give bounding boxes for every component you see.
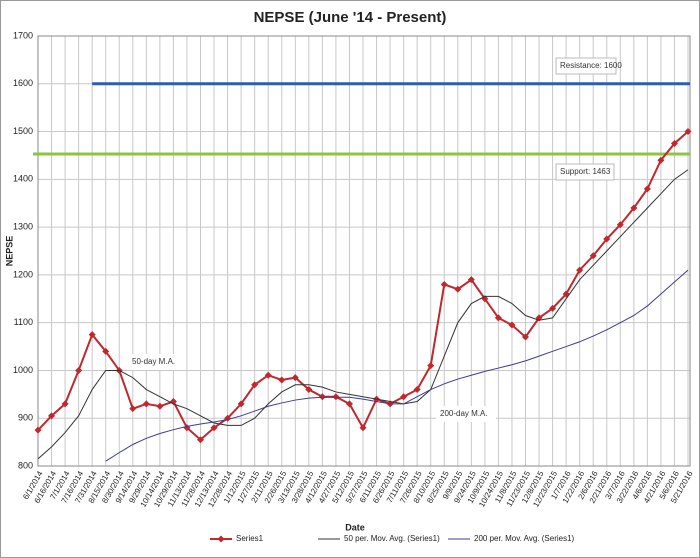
annotation: 50-day M.A. bbox=[132, 357, 175, 366]
point-marker bbox=[467, 276, 475, 284]
point-marker bbox=[48, 412, 56, 420]
point-marker bbox=[657, 156, 665, 164]
point-marker bbox=[670, 140, 678, 147]
point-marker bbox=[156, 402, 164, 410]
point-marker bbox=[142, 400, 150, 408]
point-marker bbox=[616, 221, 624, 229]
point-marker bbox=[129, 405, 137, 413]
plot-border bbox=[37, 35, 691, 467]
y-tick-label: 900 bbox=[18, 413, 33, 423]
point-marker bbox=[291, 374, 299, 382]
point-marker bbox=[34, 426, 42, 434]
annotation-box bbox=[436, 406, 496, 422]
point-marker bbox=[264, 371, 272, 379]
y-tick-label: 1200 bbox=[13, 269, 33, 279]
y-tick-label: 1000 bbox=[13, 365, 33, 375]
point-marker bbox=[427, 362, 435, 370]
chart-title: NEPSE (June '14 - Present) bbox=[254, 9, 447, 26]
point-marker bbox=[359, 424, 367, 432]
annotation: Support: 1463 bbox=[560, 167, 611, 176]
point-marker bbox=[684, 128, 692, 136]
point-marker bbox=[237, 400, 245, 408]
point-marker bbox=[576, 266, 584, 274]
annotation: 200-day M.A. bbox=[440, 409, 488, 418]
annotation-box bbox=[555, 163, 615, 181]
series-line bbox=[37, 169, 689, 460]
y-tick-label: 1600 bbox=[13, 78, 33, 88]
point-marker bbox=[440, 280, 448, 288]
point-marker bbox=[345, 400, 353, 408]
point-marker bbox=[508, 321, 516, 329]
point-marker bbox=[522, 333, 529, 341]
point-marker bbox=[251, 381, 259, 389]
point-marker bbox=[197, 436, 204, 444]
point-marker bbox=[494, 314, 502, 322]
annotation-box bbox=[555, 57, 617, 75]
point-marker bbox=[549, 304, 557, 312]
annotation: Resistance: 1600 bbox=[560, 61, 622, 70]
y-axis-title: NEPSE bbox=[4, 236, 14, 267]
y-tick-label: 1500 bbox=[13, 126, 33, 136]
x-axis-title: Date bbox=[345, 522, 365, 532]
point-marker bbox=[454, 285, 462, 293]
point-marker bbox=[413, 386, 421, 394]
point-marker bbox=[75, 366, 83, 374]
point-marker bbox=[278, 376, 286, 384]
legend-label: Series1 bbox=[236, 534, 264, 543]
point-marker bbox=[643, 185, 651, 193]
legend-label: 200 per. Mov. Avg. (Series1) bbox=[474, 534, 575, 543]
y-tick-label: 800 bbox=[18, 460, 33, 470]
y-tick-label: 1700 bbox=[13, 30, 33, 40]
point-marker bbox=[61, 400, 69, 408]
y-tick-label: 1100 bbox=[14, 317, 33, 327]
legend-marker bbox=[217, 535, 225, 543]
point-marker bbox=[305, 386, 313, 394]
point-marker bbox=[630, 204, 638, 212]
point-marker bbox=[88, 331, 96, 339]
point-marker bbox=[589, 252, 597, 260]
legend-label: 50 per. Mov. Avg. (Series1) bbox=[344, 534, 440, 543]
point-marker bbox=[210, 424, 218, 432]
series-line bbox=[105, 269, 689, 462]
point-marker bbox=[603, 235, 611, 243]
y-tick-label: 1400 bbox=[13, 174, 33, 184]
point-marker bbox=[400, 393, 408, 401]
point-marker bbox=[102, 347, 110, 355]
annotation-box bbox=[128, 354, 184, 370]
y-tick-label: 1300 bbox=[13, 221, 33, 231]
